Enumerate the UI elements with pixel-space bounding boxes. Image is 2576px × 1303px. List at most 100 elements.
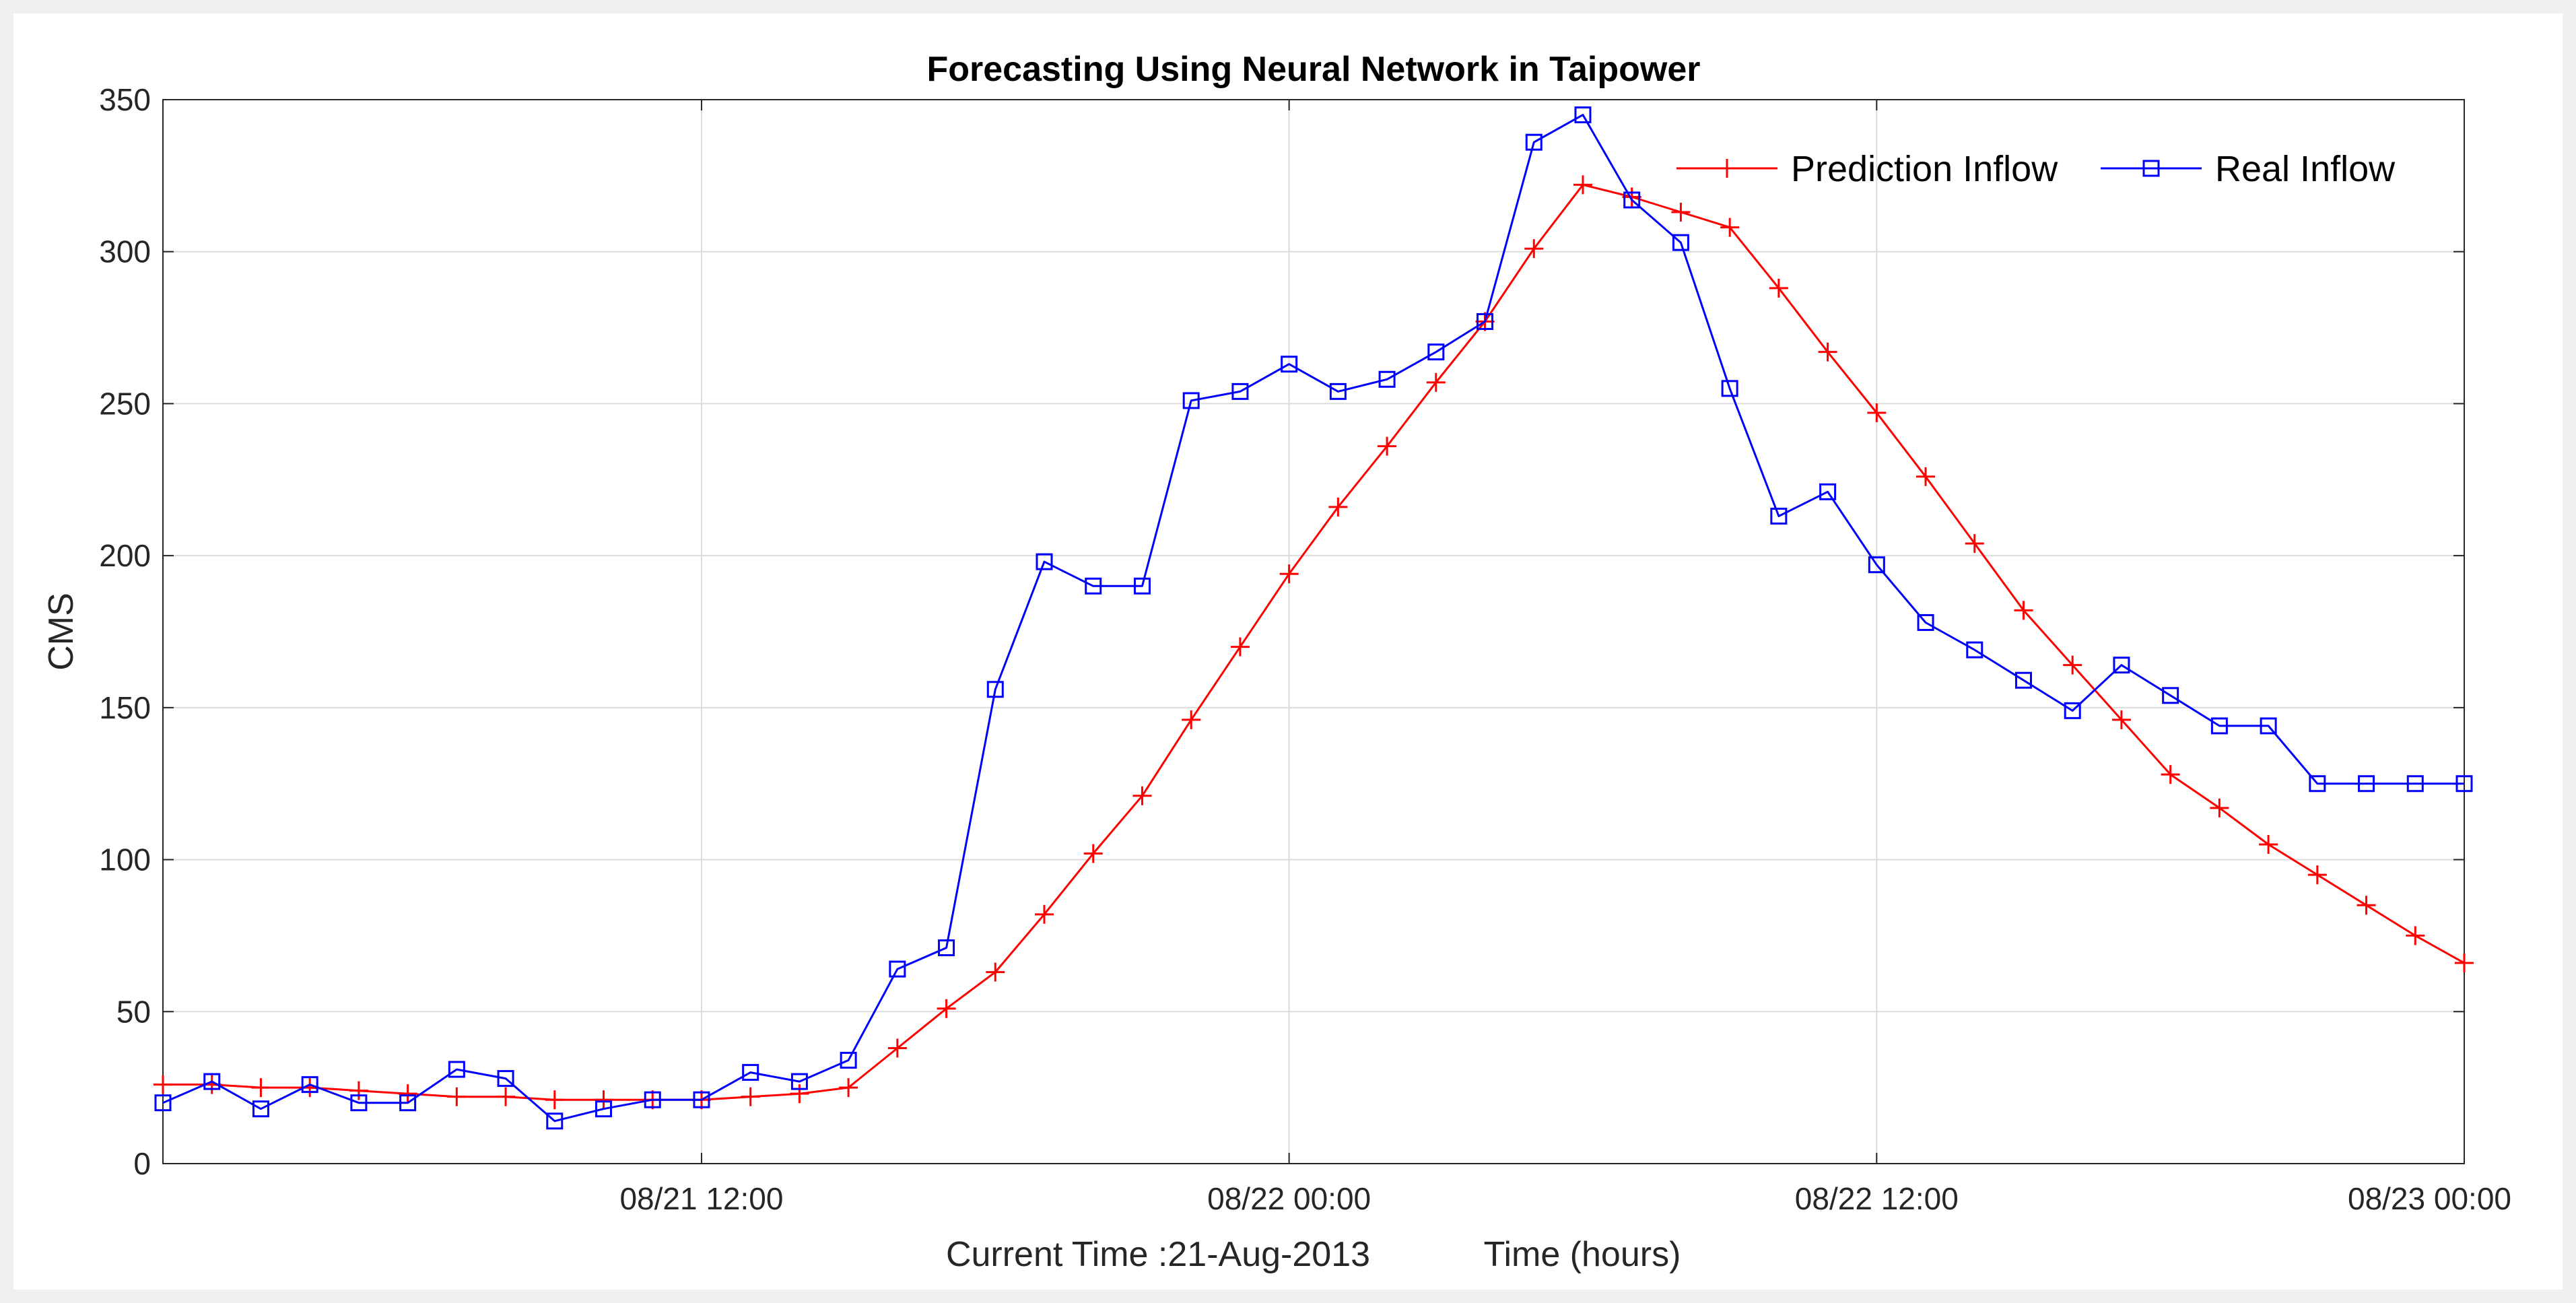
y-tick-label: 350	[99, 82, 151, 117]
data-point	[644, 1091, 661, 1108]
plot-area	[162, 99, 2465, 1164]
data-point	[2406, 775, 2424, 793]
data-point	[2063, 655, 2082, 675]
y-tick-label: 100	[99, 842, 151, 877]
data-point	[594, 1090, 613, 1110]
data-point	[1720, 218, 1740, 237]
data-point	[1281, 356, 1298, 373]
data-point	[1672, 234, 1689, 251]
data-point	[1818, 342, 1837, 362]
y-tick-label: 50	[116, 994, 151, 1029]
data-point	[448, 1061, 465, 1078]
data-point	[1279, 564, 1299, 584]
data-point	[1426, 372, 1446, 392]
data-point	[2455, 775, 2473, 793]
data-point	[1477, 313, 1494, 331]
data-point	[986, 962, 1005, 982]
data-point	[398, 1084, 417, 1104]
data-point	[1231, 382, 1249, 400]
chart-panel: 0 50 100 150 200 250 300 350 08/21 12:00 08/22 00…	[13, 13, 2563, 1290]
data-point	[1378, 370, 1396, 388]
data-point	[2210, 717, 2228, 735]
y-tick-label: 150	[99, 690, 151, 725]
data-point	[938, 939, 955, 956]
y-tick-label: 200	[99, 538, 151, 573]
legend-marker-prediction	[1718, 159, 1736, 178]
y-tick-label: 300	[99, 234, 151, 269]
data-point	[447, 1087, 467, 1106]
series-line	[162, 114, 2464, 1123]
data-point	[2162, 687, 2179, 704]
data-point	[693, 1091, 710, 1108]
x-tick-label: 08/22 00:00	[1207, 1181, 1371, 1216]
legend: Prediction Inflow Real Inflow	[1676, 149, 2396, 189]
legend-label-prediction: Prediction Inflow	[1791, 149, 2058, 189]
data-point	[1524, 239, 1544, 259]
data-point	[1573, 175, 1592, 195]
data-point	[1965, 534, 1984, 554]
data-point	[2406, 926, 2425, 945]
chart-title: Forecasting Using Neural Network in Taip…	[926, 50, 1700, 89]
data-point	[1770, 507, 1788, 525]
data-point	[840, 1052, 857, 1069]
data-point	[2455, 954, 2474, 973]
data-point	[1230, 637, 1250, 657]
legend-label-real: Real Inflow	[2215, 149, 2396, 189]
data-point	[1819, 483, 1837, 500]
data-point	[252, 1100, 269, 1118]
data-point	[349, 1081, 368, 1100]
data-point	[937, 999, 956, 1018]
data-point	[1769, 278, 1788, 298]
data-point	[1035, 904, 1054, 924]
data-point	[1083, 844, 1103, 863]
axis-ticks: 0 50 100 150 200 250 300 350 08/21 12:00 08/22 00…	[99, 82, 2511, 1216]
data-point	[595, 1100, 613, 1118]
data-point	[154, 1094, 172, 1112]
data-point	[1623, 191, 1641, 209]
data-point	[1671, 203, 1691, 222]
data-point	[1574, 106, 1592, 124]
x-tick-label: 08/22 12:00	[1795, 1181, 1959, 1216]
legend-marker-symbol	[2142, 160, 2160, 177]
data-point	[1622, 187, 1641, 207]
series-prediction-inflow	[154, 175, 2474, 1110]
series-line	[163, 183, 2465, 1101]
y-tick-label: 0	[133, 1146, 151, 1181]
data-point	[986, 681, 1004, 698]
data-point	[742, 1064, 759, 1081]
y-axis-label: CMS	[42, 593, 81, 671]
data-point	[1966, 641, 1984, 659]
data-point	[2014, 601, 2033, 620]
data-point	[1085, 577, 1102, 595]
x-axis-label: Time (hours)	[1484, 1235, 1681, 1274]
data-point	[1916, 467, 1936, 486]
data-point	[399, 1094, 417, 1112]
data-point	[1867, 403, 1887, 422]
data-point	[203, 1073, 221, 1090]
data-point	[251, 1078, 271, 1098]
data-point	[1182, 392, 1200, 409]
data-point	[301, 1076, 318, 1094]
data-point	[2260, 717, 2277, 735]
data-point	[2307, 865, 2327, 885]
data-point	[889, 960, 906, 978]
data-point	[2210, 798, 2229, 817]
x-tick-label: 08/23 00:00	[2348, 1181, 2511, 1216]
legend-marker-symbol	[1718, 159, 1736, 178]
data-point	[350, 1094, 368, 1112]
series-real-inflow	[154, 106, 2473, 1130]
data-point	[887, 1038, 907, 1058]
data-point	[790, 1084, 809, 1104]
data-point	[839, 1078, 858, 1098]
data-point	[1525, 133, 1543, 151]
data-point	[1868, 556, 1885, 574]
data-point	[1917, 613, 1934, 631]
data-point	[1328, 497, 1348, 516]
data-point	[741, 1087, 760, 1106]
data-point	[2161, 765, 2180, 784]
data-point	[546, 1112, 564, 1130]
current-time-label: Current Time :21-Aug-2013	[946, 1235, 1370, 1274]
data-point	[2259, 835, 2278, 854]
grid	[163, 100, 2464, 1164]
